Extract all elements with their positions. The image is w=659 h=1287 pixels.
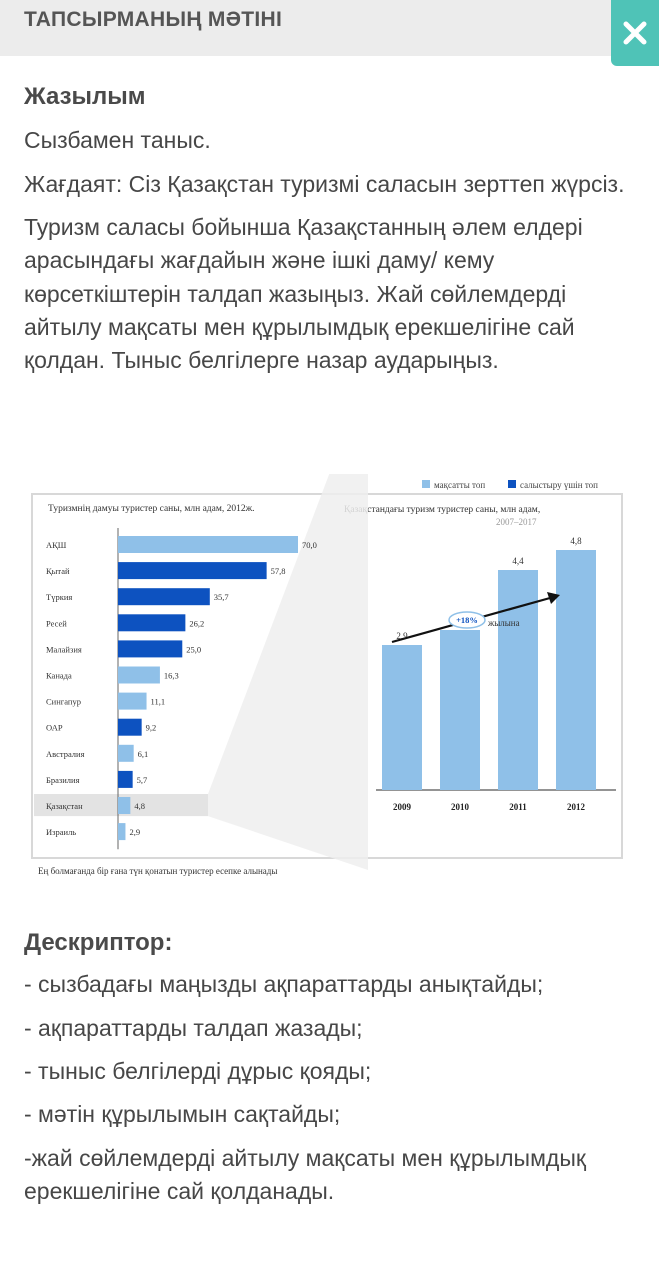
tourism-chart: мақсатты топ салыстыру үшін топ Туризмні… xyxy=(31,472,623,876)
growth-badge xyxy=(448,611,486,629)
task-paragraph: Туризм саласы бойынша Қазақстанның әлем … xyxy=(24,214,583,374)
page-title: ТАПСЫРМАНЫҢ МӘТІНІ xyxy=(24,8,283,31)
value-label: 5,7 xyxy=(137,775,148,785)
bar xyxy=(118,588,210,606)
category-label: Австралия xyxy=(46,749,85,759)
category-label: Сингапур xyxy=(46,697,81,707)
bar xyxy=(118,640,183,658)
legend-label-compare: салыстыру үшін топ xyxy=(520,480,598,490)
task-paragraph: Жағдаят: Сіз Қазақстан туризмі саласын з… xyxy=(24,170,625,197)
bar xyxy=(118,692,147,710)
value-label: 26,2 xyxy=(189,618,204,628)
value-label: 4,8 xyxy=(134,801,145,811)
descriptor-item: - сызбадағы маңызды ақпараттарды анықтай… xyxy=(24,971,544,998)
growth-text: жылына xyxy=(487,618,520,628)
category-label: Канада xyxy=(46,671,72,681)
category-label: Түркия xyxy=(46,592,72,602)
category-label: 2009 xyxy=(393,802,412,812)
category-label: Израиль xyxy=(46,827,76,837)
close-icon xyxy=(623,21,647,45)
value-label: 25,0 xyxy=(186,644,201,654)
bar xyxy=(118,562,267,580)
value-label: 16,3 xyxy=(164,671,179,681)
bar xyxy=(118,666,160,684)
section-title: Жазылым xyxy=(24,83,146,110)
bar xyxy=(118,823,126,841)
category-label: 2012 xyxy=(567,802,586,812)
value-label: 4,4 xyxy=(512,556,524,566)
task-content: Жазылым Сызбамен таныс. Жағдаят: Сіз Қаз… xyxy=(24,83,634,388)
bar xyxy=(118,744,134,762)
descriptor-item: - тыныс белгілерді дұрыс қояды; xyxy=(24,1058,372,1085)
value-label: 2,9 xyxy=(396,631,408,641)
value-label: 6,1 xyxy=(138,749,149,759)
category-label: Қытай xyxy=(46,566,70,576)
right-chart-title: Қазақстандағы туризм туристер саны, млн … xyxy=(344,505,540,515)
descriptor-section: Дескриптор: - сызбадағы маңызды ақпаратт… xyxy=(24,929,634,1218)
highlight-wedge xyxy=(208,472,368,870)
value-label: 11,1 xyxy=(151,697,166,707)
bar xyxy=(382,645,422,790)
descriptor-item: -жай сөйлемдерді айтылу мақсаты мен құры… xyxy=(24,1144,586,1205)
bar xyxy=(118,797,131,814)
descriptor-title: Дескриптор: xyxy=(24,929,173,956)
category-label: ОАР xyxy=(46,723,63,733)
value-label: 70,0 xyxy=(302,540,317,550)
tourism-figure: мақсатты топ салыстыру үшін топ Туризмні… xyxy=(30,472,628,884)
legend-label-target: мақсатты топ xyxy=(434,480,485,490)
left-chart-title: Туризмнің дамуы туристер саны, млн адам,… xyxy=(48,504,255,514)
header-bar: ТАПСЫРМАНЫҢ МӘТІНІ xyxy=(0,0,659,56)
value-label: 57,8 xyxy=(271,566,286,576)
legend-swatch-target xyxy=(422,480,430,488)
task-paragraph: Сызбамен таныс. xyxy=(24,127,211,154)
descriptor-item: - мәтін құрылымын сақтайды; xyxy=(24,1101,341,1128)
category-label: 2010 xyxy=(451,802,470,812)
bar xyxy=(556,550,596,790)
category-label: Бразилия xyxy=(46,775,80,785)
legend-swatch-compare xyxy=(508,480,516,488)
bar xyxy=(118,614,186,632)
bar xyxy=(118,536,298,553)
category-label: 2011 xyxy=(509,802,527,812)
category-label: АҚШ xyxy=(46,540,67,550)
value-label: 9,2 xyxy=(146,723,157,733)
value-label: 35,7 xyxy=(214,592,229,602)
bar xyxy=(118,770,133,788)
category-label: Малайзия xyxy=(46,644,82,654)
bar xyxy=(440,630,480,790)
value-label: 2,9 xyxy=(129,827,140,837)
arrow-head xyxy=(547,592,560,604)
category-label: Ресей xyxy=(46,618,67,628)
bar xyxy=(118,718,142,736)
figure-footnote: Ең болмағанда бір ғана түн қонатын турис… xyxy=(38,866,277,876)
close-button[interactable] xyxy=(611,0,659,66)
descriptor-item: - ақпараттарды талдап жазады; xyxy=(24,1014,363,1041)
category-label: Қазақстан xyxy=(46,801,83,811)
value-label: 4,8 xyxy=(570,536,582,546)
growth-percent: +18% xyxy=(456,615,478,625)
right-chart-subtitle: 2007–2017 xyxy=(496,517,537,527)
